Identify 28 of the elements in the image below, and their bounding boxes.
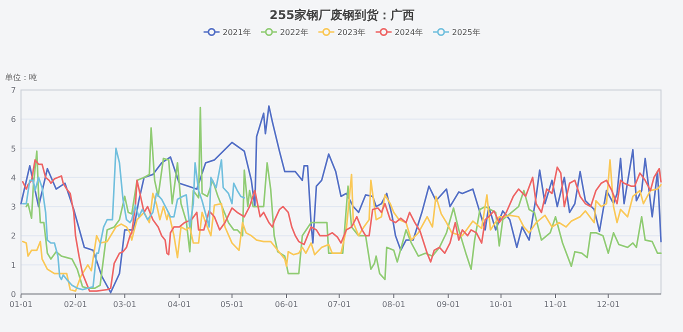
x-tick-label: 11-01: [544, 300, 568, 309]
legend-label: 2024年: [394, 28, 424, 37]
x-tick-label: 10-01: [489, 300, 513, 309]
x-tick-label: 06-01: [274, 300, 298, 309]
x-tick-label: 04-01: [168, 300, 191, 309]
y-tick-label: 2: [10, 232, 16, 241]
x-tick-label: 07-01: [328, 300, 351, 309]
legend-label: 2025年: [452, 28, 480, 37]
x-tick-label: 09-01: [436, 300, 460, 309]
line-series: [22, 147, 246, 290]
y-tick-label: 1: [10, 260, 16, 270]
x-tick-label: 12-01: [596, 300, 620, 309]
y-axis-title: 单位：吨: [5, 73, 37, 82]
y-tick-label: 7: [10, 86, 16, 95]
x-tick-label: 02-01: [64, 300, 88, 309]
chart-title: 255家钢厂废钢到货：广西: [269, 8, 415, 22]
x-tick-label: 05-01: [220, 300, 244, 309]
legend-label: 2021年: [222, 28, 251, 37]
legend-label: 2023年: [337, 28, 366, 37]
y-tick-label: 6: [10, 115, 16, 124]
y-tick-label: 0: [10, 290, 16, 299]
y-tick-label: 3: [10, 202, 16, 212]
x-tick-label: 03-01: [113, 300, 136, 309]
y-tick-label: 5: [10, 144, 16, 154]
x-tick-label: 01-01: [9, 300, 33, 309]
legend-label: 2022年: [280, 28, 308, 37]
x-tick-label: 08-01: [382, 300, 406, 309]
y-tick-label: 4: [10, 173, 16, 182]
